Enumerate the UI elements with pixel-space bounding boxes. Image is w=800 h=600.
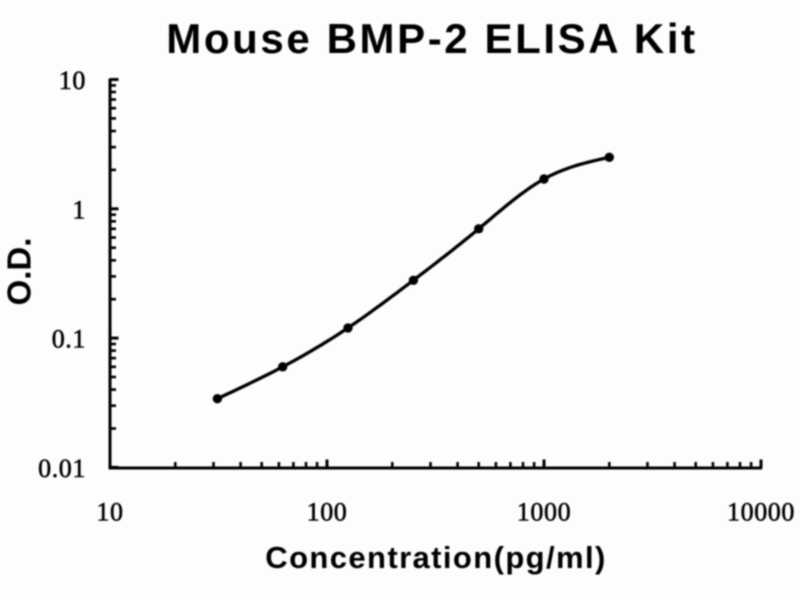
- svg-text:0.1: 0.1: [52, 325, 86, 354]
- svg-text:0.01: 0.01: [38, 454, 86, 483]
- svg-text:Concentration(pg/ml): Concentration(pg/ml): [265, 540, 606, 575]
- svg-text:Mouse BMP-2 ELISA Kit: Mouse BMP-2 ELISA Kit: [166, 15, 697, 62]
- svg-text:10000: 10000: [727, 498, 795, 527]
- svg-text:O.D.: O.D.: [1, 238, 38, 306]
- svg-text:1000: 1000: [517, 498, 571, 527]
- svg-text:10: 10: [96, 498, 123, 527]
- svg-text:10: 10: [59, 66, 86, 95]
- svg-text:100: 100: [307, 498, 348, 527]
- svg-text:1: 1: [72, 195, 86, 224]
